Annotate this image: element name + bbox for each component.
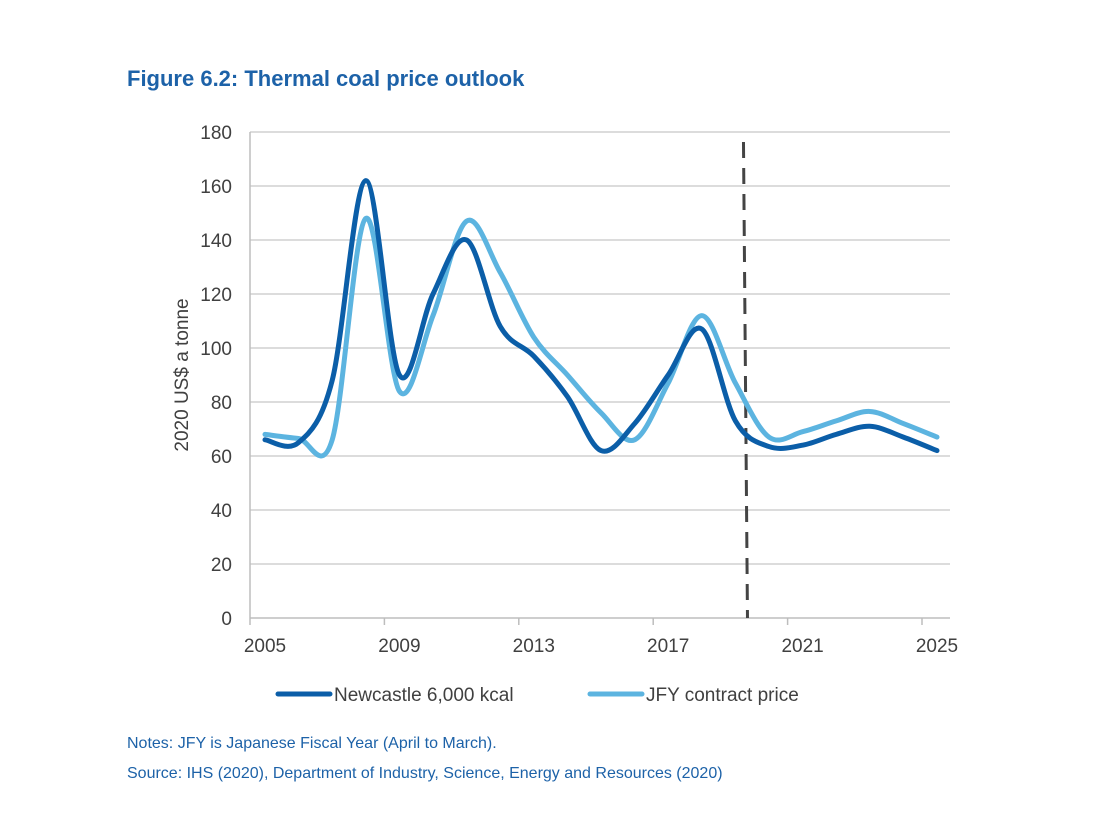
series-line-jfy xyxy=(262,215,940,459)
forecast-divider-line xyxy=(741,141,749,619)
y-tick-label: 160 xyxy=(200,177,232,198)
y-tick-label: 40 xyxy=(211,501,232,522)
x-tick-label: 2017 xyxy=(647,636,689,657)
y-tick-label: 0 xyxy=(221,609,232,630)
notes-text: Notes: JFY is Japanese Fiscal Year (Apri… xyxy=(127,735,497,752)
legend-jfy-label: JFY contract price xyxy=(646,685,799,706)
y-tick-label: 60 xyxy=(211,447,232,468)
y-tick-label: 180 xyxy=(200,123,232,144)
x-tick-label: 2005 xyxy=(244,636,286,657)
legend-newcastle-label: Newcastle 6,000 kcal xyxy=(334,685,514,706)
y-tick-label: 120 xyxy=(200,285,232,306)
y-tick-label: 100 xyxy=(200,339,232,360)
y-tick-label: 140 xyxy=(200,231,232,252)
series-line-newcastle xyxy=(262,178,940,454)
x-tick-label: 2013 xyxy=(513,636,555,657)
y-tick-label: 80 xyxy=(211,393,232,414)
x-tick-label: 2025 xyxy=(916,636,958,657)
figure-title: Figure 6.2: Thermal coal price outlook xyxy=(127,66,525,91)
x-tick-label: 2009 xyxy=(378,636,420,657)
y-tick-label: 20 xyxy=(211,555,232,576)
x-tick-label: 2021 xyxy=(781,636,823,657)
y-axis-label: 2020 US$ a tonne xyxy=(172,298,193,451)
source-text: Source: IHS (2020), Department of Indust… xyxy=(127,765,723,782)
